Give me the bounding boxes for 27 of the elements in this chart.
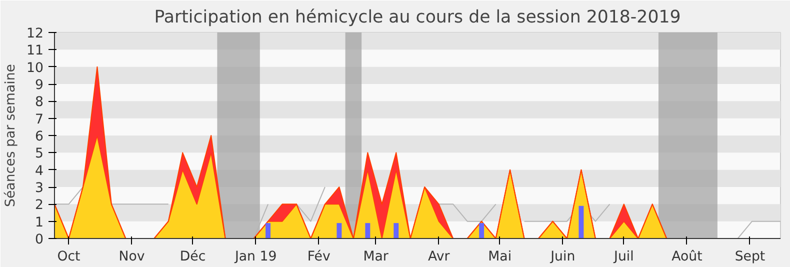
y-tick-label: 5 [35,146,44,162]
x-tick-label: Juil [613,250,634,264]
y-tick-label: 10 [26,60,44,76]
y-tick-label: 3 [35,181,44,196]
x-tick-label: Juin [550,250,576,264]
x-tick-label: Mar [363,250,389,264]
x-tick-label: Août [672,250,702,264]
y-axis-title: Séances par semaine [4,64,19,207]
x-tick-label: Jan 19 [234,250,277,264]
y-tick-label: 0 [35,232,44,248]
y-tick-label: 1 [35,215,44,230]
x-tick-label: Nov [118,250,145,264]
chart-title: Participation en hémicycle au cours de la session 2018-2019 [154,8,681,28]
x-tick-label: Avr [428,250,450,264]
x-tick-label: Sept [734,250,766,264]
x-tick-label: Fév [307,250,330,264]
y-tick-label: 6 [35,130,44,144]
x-tick-label: Déc [180,250,206,264]
y-tick-label: 9 [35,78,44,93]
y-tick-label: 12 [26,26,44,42]
y-tick-label: 7 [35,112,44,128]
y-tick-label: 8 [35,95,44,110]
x-tick-label: Mai [488,250,512,264]
y-tick-label: 4 [35,164,44,179]
x-tick-label: Oct [57,250,80,264]
y-tick-label: 11 [26,44,44,59]
y-tick-label: 2 [35,198,44,214]
